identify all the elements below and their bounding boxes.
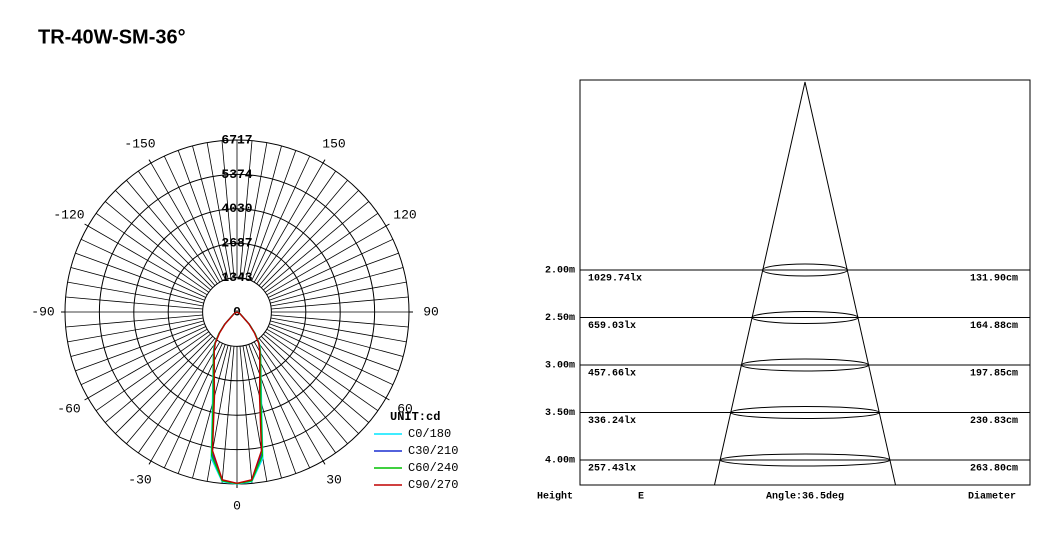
column-label: E xyxy=(638,492,644,503)
diameter-label: 263.80cm xyxy=(970,464,1018,475)
illuminance-label: 659.03lx xyxy=(588,320,636,332)
angle-tick xyxy=(322,460,326,465)
angle-label: -150 xyxy=(124,136,155,151)
height-label: 2.50m xyxy=(545,313,575,324)
angle-tick xyxy=(385,223,390,227)
column-label: Height xyxy=(537,491,573,503)
angle-label: 60 xyxy=(397,401,413,416)
cone xyxy=(713,81,897,486)
column-label: Diameter xyxy=(968,491,1016,503)
angle-label: -30 xyxy=(128,472,151,487)
legend-label: C30/210 xyxy=(408,444,458,458)
ring xyxy=(98,173,376,451)
unit-label: UNIT:cd xyxy=(390,410,440,424)
beam-ellipse xyxy=(740,358,870,372)
r-tick-label: 6717 xyxy=(221,132,252,147)
height-label: 3.00m xyxy=(545,361,575,372)
angle-label: 90 xyxy=(423,304,439,319)
legend-label: C0/180 xyxy=(408,427,451,441)
frame xyxy=(579,79,1031,486)
illuminance-label: 457.66lx xyxy=(588,368,636,380)
angle-tick xyxy=(322,159,326,164)
legend-label: C90/270 xyxy=(408,478,458,492)
height-label: 4.00m xyxy=(545,456,575,467)
illuminance-label: 336.24lx xyxy=(588,415,636,427)
diameter-label: 197.85cm xyxy=(970,369,1018,380)
diameter-label: 164.88cm xyxy=(970,321,1018,332)
angle-tick xyxy=(148,460,152,465)
beam-ellipse xyxy=(762,263,848,277)
angle-tick xyxy=(385,397,390,401)
angle-label: -120 xyxy=(53,207,84,222)
height-label: 2.00m xyxy=(545,266,575,277)
angle-tick xyxy=(84,397,89,401)
r-tick-label: 4030 xyxy=(221,201,252,216)
beam-ellipse xyxy=(730,406,880,419)
angle-tick xyxy=(148,159,152,164)
beam-ellipse xyxy=(719,453,891,467)
ring xyxy=(133,208,341,416)
illuminance-label: 1029.74lx xyxy=(588,273,642,285)
angle-label: 150 xyxy=(322,136,345,151)
angle-label: 120 xyxy=(393,207,416,222)
beam-ellipse xyxy=(751,311,859,324)
angle-label: 30 xyxy=(326,472,342,487)
diameter-label: 230.83cm xyxy=(970,416,1018,427)
height-label: 3.50m xyxy=(545,408,575,419)
angle-tick xyxy=(84,223,89,227)
illuminance-label: 257.43lx xyxy=(588,463,636,475)
page-title: TR-40W-SM-36° xyxy=(38,26,186,48)
diameter-label: 131.90cm xyxy=(970,274,1018,285)
angle-label: 0 xyxy=(233,498,241,513)
angle-label: -60 xyxy=(57,401,80,416)
r-tick-label: 5374 xyxy=(221,167,252,182)
ring xyxy=(167,242,307,382)
r-tick-label: 2687 xyxy=(221,236,252,251)
angle-label: -90 xyxy=(31,304,54,319)
r-tick-label: 1343 xyxy=(221,270,252,285)
legend-label: C60/240 xyxy=(408,461,458,475)
angle-caption: Angle:36.5deg xyxy=(766,491,844,503)
ring xyxy=(202,277,272,347)
curve xyxy=(211,311,263,485)
